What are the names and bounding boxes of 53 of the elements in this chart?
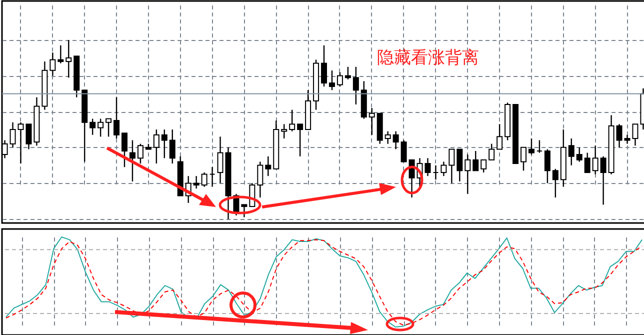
- candlestick: [153, 128, 160, 164]
- candlestick: [121, 132, 128, 168]
- candlestick: [472, 150, 479, 172]
- candlestick: [592, 145, 598, 175]
- candlestick: [265, 156, 272, 177]
- candlestick: [520, 146, 527, 172]
- candlestick: [400, 140, 407, 162]
- candlestick: [129, 140, 136, 182]
- candlestick: [169, 128, 176, 164]
- candlestick: [193, 175, 200, 190]
- candlestick: [632, 124, 638, 146]
- candlestick: [201, 172, 208, 188]
- candlestick: [352, 66, 359, 106]
- candlestick: [209, 166, 216, 188]
- candlestick: [456, 148, 463, 182]
- candlestick: [106, 118, 112, 138]
- candlestick: [584, 152, 590, 174]
- candlestick: [10, 122, 16, 148]
- candlestick: [536, 140, 542, 154]
- candlestick: [448, 148, 455, 184]
- candlestick: [114, 96, 120, 140]
- candlestick: [161, 128, 168, 159]
- candlestick: [98, 118, 104, 138]
- candlestick: [552, 168, 558, 198]
- candlestick: [328, 70, 335, 91]
- candlestick: [344, 66, 351, 80]
- candlestick: [289, 109, 296, 132]
- candlestick: [384, 130, 391, 144]
- candlestick: [90, 118, 96, 136]
- candlestick: [58, 44, 64, 64]
- candlestick: [368, 107, 375, 136]
- candlestick: [480, 159, 487, 174]
- annotation: 隐藏看涨背离: [377, 48, 479, 68]
- candlestick: [137, 143, 144, 164]
- candlestick: [528, 138, 534, 156]
- candlestick: [281, 124, 288, 140]
- candlestick: [392, 130, 399, 150]
- candlestick: [241, 204, 248, 218]
- candlestick: [600, 156, 606, 206]
- candlestick: [66, 39, 72, 78]
- candlestick: [440, 161, 447, 177]
- candlestick: [297, 124, 304, 157]
- candlestick: [576, 146, 582, 162]
- candlestick: [257, 161, 264, 198]
- candlestick: [464, 154, 471, 195]
- candlestick: [50, 52, 56, 76]
- candlestick: [544, 148, 550, 184]
- candlestick: [432, 164, 439, 180]
- candlestick: [321, 44, 327, 88]
- candlestick: [336, 72, 343, 88]
- candlestick: [568, 138, 574, 166]
- candlestick: [496, 124, 503, 150]
- candlestick: [488, 143, 495, 161]
